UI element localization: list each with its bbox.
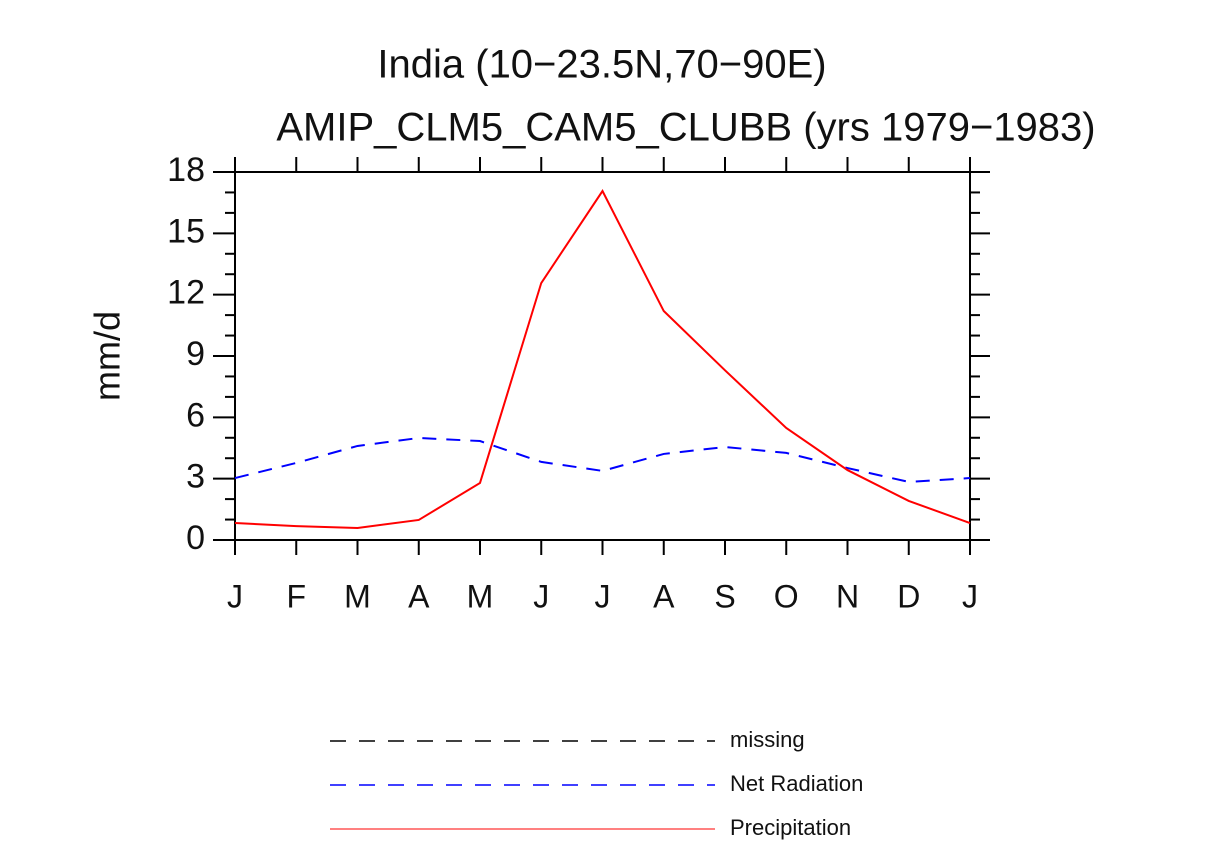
x-tick-label: J [962,578,978,614]
y-tick-label: 6 [186,396,205,434]
x-tick-label: M [344,578,371,614]
y-tick-label: 18 [167,151,205,189]
y-tick-label: 12 [167,274,205,312]
y-axis-label: mm/d [87,311,128,401]
x-tick-label: N [836,578,859,614]
x-tick-label: A [653,578,675,614]
y-tick-label: 15 [167,212,205,250]
x-tick-label: F [286,578,306,614]
legend-label: Precipitation [730,815,851,840]
series-line [234,436,971,483]
legend-label: missing [730,727,805,752]
x-tick-label: M [467,578,494,614]
x-tick-label: D [897,578,920,614]
x-tick-label: J [533,578,549,614]
y-tick-label: 0 [186,519,205,557]
x-tick-label: O [774,578,799,614]
plot-frame [234,171,971,541]
y-tick-label: 3 [186,458,205,496]
x-tick-label: A [408,578,430,614]
chart-title: India (10−23.5N,70−90E) [377,43,826,87]
x-tick-label: J [227,578,243,614]
series-line [234,189,971,529]
chart-subtitle: AMIP_CLM5_CAM5_CLUBB (yrs 1979−1983) [276,106,1095,150]
x-tick-label: S [714,578,735,614]
y-tick-label: 9 [186,335,205,373]
legend-label: Net Radiation [730,771,863,796]
x-tick-label: J [595,578,611,614]
